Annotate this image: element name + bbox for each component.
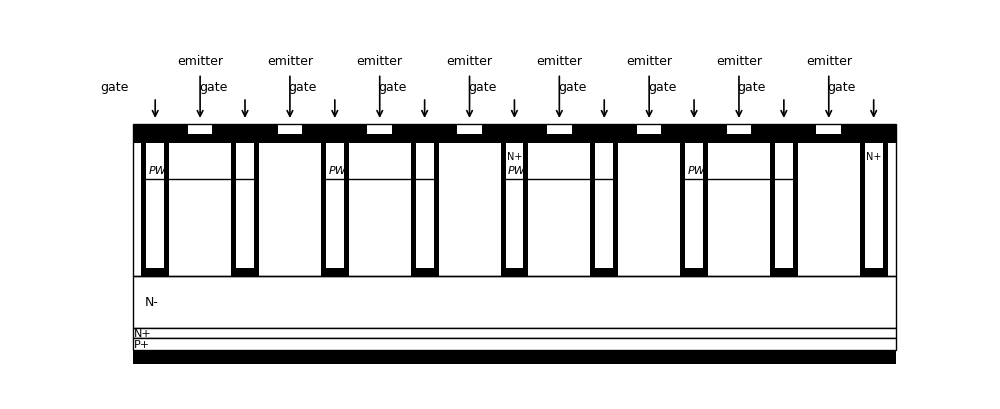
Bar: [236, 144, 254, 269]
Bar: [547, 125, 572, 135]
Bar: [326, 144, 344, 269]
Bar: [770, 125, 798, 276]
Text: N+: N+: [134, 328, 152, 338]
Bar: [411, 125, 439, 276]
Bar: [133, 328, 896, 338]
Text: P+: P+: [134, 339, 150, 349]
Text: emitter: emitter: [716, 55, 762, 68]
Text: PW: PW: [328, 166, 346, 176]
Bar: [133, 276, 896, 328]
Bar: [637, 125, 661, 135]
Bar: [860, 125, 888, 276]
Bar: [321, 125, 349, 276]
Bar: [727, 125, 751, 135]
Bar: [133, 125, 896, 144]
Text: emitter: emitter: [806, 55, 852, 68]
Text: PW: PW: [149, 166, 166, 176]
Text: emitter: emitter: [357, 55, 403, 68]
Bar: [680, 125, 708, 276]
Text: gate: gate: [199, 81, 227, 93]
Text: gate: gate: [828, 81, 856, 93]
Text: N-: N-: [144, 295, 158, 308]
Text: emitter: emitter: [536, 55, 582, 68]
Bar: [133, 125, 896, 276]
Text: emitter: emitter: [447, 55, 493, 68]
Bar: [231, 125, 259, 276]
Bar: [501, 125, 528, 276]
Text: PW: PW: [687, 166, 705, 176]
Text: N+: N+: [866, 151, 882, 162]
Text: emitter: emitter: [177, 55, 223, 68]
Bar: [367, 125, 392, 135]
Bar: [188, 125, 212, 135]
Bar: [457, 125, 482, 135]
Text: gate: gate: [378, 81, 407, 93]
Bar: [133, 338, 896, 350]
Bar: [278, 125, 302, 135]
Text: gate: gate: [468, 81, 497, 93]
Bar: [416, 144, 434, 269]
Bar: [775, 144, 793, 269]
Bar: [146, 144, 164, 269]
Bar: [685, 144, 703, 269]
Text: gate: gate: [738, 81, 766, 93]
Text: PW: PW: [508, 166, 526, 176]
Bar: [590, 125, 618, 276]
Text: emitter: emitter: [626, 55, 672, 68]
Bar: [133, 350, 896, 364]
Bar: [506, 144, 523, 269]
Text: gate: gate: [289, 81, 317, 93]
Text: gate: gate: [100, 81, 129, 93]
Text: emitter: emitter: [267, 55, 313, 68]
Bar: [865, 144, 883, 269]
Text: gate: gate: [558, 81, 586, 93]
Text: N+: N+: [507, 151, 522, 162]
Bar: [141, 125, 169, 276]
Bar: [133, 125, 896, 276]
Text: gate: gate: [648, 81, 676, 93]
Bar: [595, 144, 613, 269]
Bar: [816, 125, 841, 135]
